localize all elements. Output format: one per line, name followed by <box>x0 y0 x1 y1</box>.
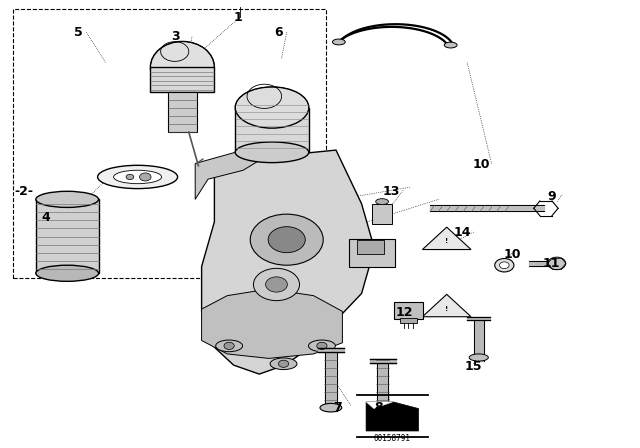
Bar <box>168 92 197 132</box>
Text: 5: 5 <box>74 26 83 39</box>
Circle shape <box>126 174 134 180</box>
Text: 10: 10 <box>503 248 521 261</box>
Bar <box>150 67 214 92</box>
Ellipse shape <box>469 354 488 361</box>
Circle shape <box>140 173 151 181</box>
Text: 8: 8 <box>374 401 383 414</box>
Ellipse shape <box>308 340 335 352</box>
Bar <box>349 239 395 267</box>
Text: 15: 15 <box>465 360 483 373</box>
Text: -2-: -2- <box>15 185 34 198</box>
Ellipse shape <box>332 39 345 45</box>
Bar <box>372 204 392 224</box>
Polygon shape <box>366 402 393 409</box>
Ellipse shape <box>236 87 309 128</box>
Ellipse shape <box>97 165 178 189</box>
Ellipse shape <box>270 358 297 370</box>
Circle shape <box>548 257 566 270</box>
Circle shape <box>278 360 289 367</box>
Text: 1: 1 <box>234 11 243 25</box>
Text: 7: 7 <box>333 401 342 414</box>
Bar <box>13 9 326 278</box>
Bar <box>357 240 384 254</box>
Ellipse shape <box>36 265 99 281</box>
Ellipse shape <box>216 340 243 352</box>
Text: 11: 11 <box>543 257 561 270</box>
Bar <box>400 318 417 323</box>
Ellipse shape <box>376 198 388 204</box>
Text: 12: 12 <box>396 306 413 319</box>
Circle shape <box>250 214 323 265</box>
Bar <box>236 108 308 152</box>
Polygon shape <box>366 402 419 431</box>
Ellipse shape <box>320 403 342 412</box>
Text: 4: 4 <box>42 211 51 224</box>
Text: 14: 14 <box>453 225 471 239</box>
Circle shape <box>224 342 234 349</box>
Circle shape <box>268 227 305 253</box>
Circle shape <box>317 342 327 349</box>
Ellipse shape <box>114 170 161 184</box>
Polygon shape <box>202 289 342 358</box>
Polygon shape <box>422 294 471 317</box>
Text: 6: 6 <box>274 26 283 39</box>
Polygon shape <box>202 150 374 374</box>
Ellipse shape <box>444 42 457 48</box>
Ellipse shape <box>150 41 214 93</box>
Text: 9: 9 <box>547 190 556 203</box>
Text: 10: 10 <box>472 158 490 172</box>
Polygon shape <box>195 150 269 199</box>
Circle shape <box>253 268 300 301</box>
Text: 00158791: 00158791 <box>374 434 411 443</box>
Bar <box>36 199 99 273</box>
Text: 13: 13 <box>383 185 401 198</box>
Circle shape <box>266 277 287 292</box>
Ellipse shape <box>236 142 309 163</box>
Ellipse shape <box>499 262 509 269</box>
Ellipse shape <box>372 403 394 412</box>
Text: 3: 3 <box>172 30 180 43</box>
Bar <box>394 302 423 319</box>
Ellipse shape <box>495 258 514 272</box>
Text: !: ! <box>445 238 449 245</box>
Polygon shape <box>422 227 471 250</box>
Ellipse shape <box>36 191 99 207</box>
Text: !: ! <box>445 306 449 312</box>
